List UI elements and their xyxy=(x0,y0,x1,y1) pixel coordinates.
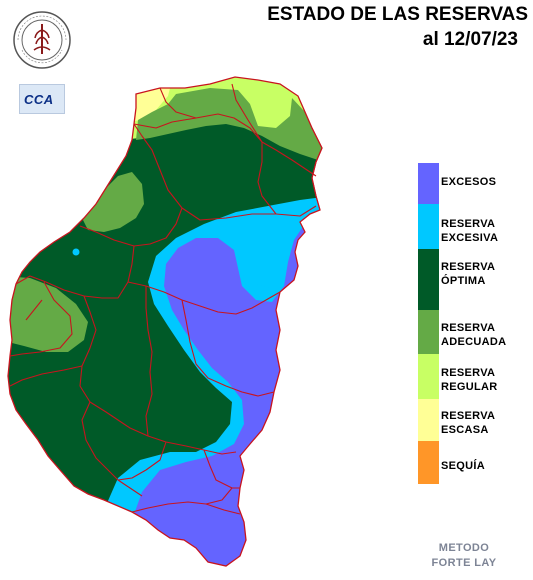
zone-reserva-adecuada-west xyxy=(8,276,88,352)
map-title: ESTADO DE LAS RESERVAS xyxy=(267,4,528,25)
zone-reserva-excesiva-spot xyxy=(72,248,80,256)
legend-label-reserva-adecuada: RESERVA ADECUADA xyxy=(441,322,507,348)
bolsa-de-cereales-seal-icon xyxy=(13,11,71,69)
cca-logo: CCA xyxy=(19,84,65,114)
zone-reserva-adecuada-nw xyxy=(82,172,144,232)
legend-label-reserva-regular: RESERVA REGULAR xyxy=(441,367,498,393)
method-credit: METODO FORTE LAY xyxy=(431,542,497,569)
zone-reserva-excesiva-lobe xyxy=(236,216,290,288)
legend-swatch-excesos xyxy=(418,163,439,204)
legend-swatch-reserva-excesiva xyxy=(418,204,439,249)
zone-reserva-adecuada-north xyxy=(136,88,322,160)
legend-swatch-reserva-adecuada xyxy=(418,310,439,354)
map-date: al 12/07/23 xyxy=(422,29,518,50)
legend-swatch-reserva-regular xyxy=(418,354,439,399)
legend-swatch-sequia xyxy=(418,441,439,484)
legend-label-reserva-escasa: RESERVA ESCASA xyxy=(441,410,496,436)
entre-rios-reserve-map xyxy=(7,76,323,567)
legend-label-reserva-excesiva: RESERVA EXCESIVA xyxy=(441,218,499,244)
legend-swatch-reserva-escasa xyxy=(418,399,439,441)
legend-label-reserva-optima: RESERVA ÓPTIMA xyxy=(441,261,496,287)
legend-label-excesos: EXCESOS xyxy=(441,176,497,188)
legend-label-sequia: SEQUÍA xyxy=(441,460,485,472)
department-borders xyxy=(9,83,317,515)
cca-logo-text: CCA xyxy=(24,92,54,107)
legend-swatch-reserva-optima xyxy=(418,249,439,310)
